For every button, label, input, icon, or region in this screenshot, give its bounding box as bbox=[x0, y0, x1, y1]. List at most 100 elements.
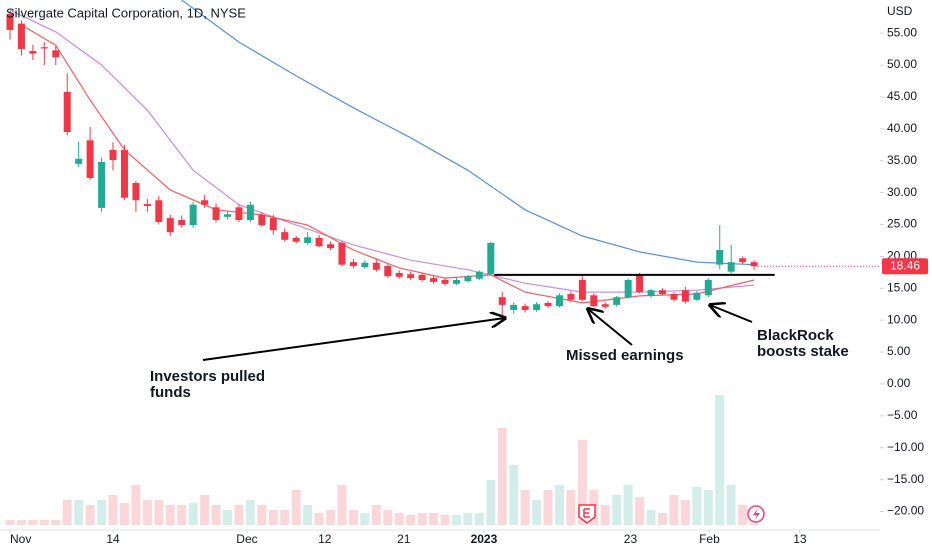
y-tick-label: 40.00 bbox=[887, 121, 917, 135]
candle-body bbox=[384, 265, 392, 277]
volume-bar bbox=[680, 500, 690, 525]
candle-body bbox=[120, 149, 128, 198]
candle-body bbox=[430, 278, 438, 282]
volume-bar bbox=[669, 495, 679, 525]
y-tick-label: 45.00 bbox=[887, 89, 917, 103]
volume-bar bbox=[222, 510, 232, 525]
volume-bar bbox=[360, 513, 370, 525]
volume-bar bbox=[119, 503, 129, 525]
volume-bar bbox=[326, 510, 336, 525]
volume-bar bbox=[177, 505, 187, 525]
last-price-box bbox=[882, 258, 928, 275]
moving-average bbox=[21, 24, 755, 304]
earnings-badge[interactable] bbox=[578, 504, 596, 524]
candle-body bbox=[155, 200, 163, 222]
candle-body bbox=[6, 14, 14, 30]
candle-body bbox=[464, 276, 472, 282]
volume-bar bbox=[74, 500, 84, 525]
candle-body bbox=[555, 295, 563, 307]
candle-body bbox=[86, 140, 94, 178]
candle-body bbox=[498, 297, 506, 305]
candle-body bbox=[281, 232, 289, 240]
x-tick-label: 14 bbox=[106, 532, 120, 546]
candle-body bbox=[670, 294, 678, 300]
candle-body bbox=[727, 262, 735, 272]
volume-bar bbox=[451, 515, 461, 525]
volume-bar bbox=[245, 500, 255, 525]
last-price-label: 18.46 bbox=[890, 258, 920, 272]
volume-bar bbox=[303, 505, 313, 525]
volume-bar bbox=[520, 490, 530, 525]
volume-bar bbox=[394, 513, 404, 525]
y-tick-label: 50.00 bbox=[887, 57, 917, 71]
volume-pane bbox=[5, 395, 759, 525]
candle-body bbox=[681, 290, 689, 302]
candle-body bbox=[17, 23, 25, 50]
moving-averages bbox=[9, 0, 755, 304]
dividend-badge[interactable] bbox=[747, 505, 765, 523]
annotation: Investors pulled bbox=[150, 368, 265, 385]
y-tick-label: −5.00 bbox=[887, 408, 918, 422]
currency-label: USD bbox=[887, 4, 913, 18]
volume-bar bbox=[463, 513, 473, 525]
volume-bar bbox=[417, 513, 427, 525]
volume-bar bbox=[188, 503, 198, 525]
arrow bbox=[710, 305, 753, 323]
volume-bar bbox=[62, 500, 72, 525]
volume-bar bbox=[97, 500, 107, 525]
volume-bar bbox=[577, 440, 587, 525]
volume-bar bbox=[257, 505, 267, 525]
volume-bar bbox=[635, 497, 645, 525]
candle-body bbox=[269, 218, 277, 231]
volume-bar bbox=[715, 395, 725, 525]
candle-body bbox=[590, 295, 598, 307]
candle-body bbox=[739, 258, 747, 263]
annotation: funds bbox=[150, 384, 191, 401]
candle-body bbox=[75, 158, 83, 164]
candle-body bbox=[578, 279, 586, 300]
y-tick-label: 30.00 bbox=[887, 185, 917, 199]
y-tick-label: 10.00 bbox=[887, 312, 917, 326]
volume-bar bbox=[85, 505, 95, 525]
candle-body bbox=[601, 304, 609, 307]
y-tick-label: −20.00 bbox=[887, 504, 924, 518]
candle-body bbox=[223, 214, 231, 217]
volume-bar bbox=[509, 465, 519, 525]
volume-bar bbox=[554, 485, 564, 525]
candle-body bbox=[63, 91, 71, 133]
candle-body bbox=[212, 207, 220, 221]
volume-bar bbox=[211, 505, 221, 525]
candle-body bbox=[109, 149, 117, 161]
volume-bar bbox=[348, 510, 358, 525]
candle-body bbox=[567, 294, 575, 300]
moving-average bbox=[9, 9, 755, 293]
arrow bbox=[202, 318, 505, 361]
candle-body bbox=[292, 237, 300, 242]
volume-bar bbox=[623, 485, 633, 525]
candle-body bbox=[395, 272, 403, 277]
candle-body bbox=[166, 218, 174, 233]
volume-bar bbox=[726, 485, 736, 525]
annotation: boosts stake bbox=[757, 343, 849, 360]
volume-bar bbox=[440, 515, 450, 525]
volume-bar bbox=[703, 490, 713, 525]
volume-bar bbox=[165, 505, 175, 525]
candle-body bbox=[98, 161, 106, 208]
x-tick-label: 2023 bbox=[471, 532, 498, 546]
candle-body bbox=[315, 237, 323, 247]
volume-bar bbox=[108, 495, 118, 525]
candle-body bbox=[52, 50, 60, 58]
candles bbox=[6, 10, 775, 316]
candle-body bbox=[510, 304, 518, 310]
volume-bar bbox=[429, 513, 439, 525]
volume-bar bbox=[497, 428, 507, 525]
volume-bar bbox=[131, 485, 141, 525]
candle-body bbox=[750, 262, 758, 267]
axes: 55.0050.0045.0040.0035.0030.0025.0020.00… bbox=[0, 25, 928, 546]
volume-bar bbox=[532, 500, 542, 525]
volume-bar bbox=[142, 500, 152, 525]
volume-bar bbox=[738, 505, 748, 525]
candle-body bbox=[246, 204, 254, 221]
candle-body bbox=[235, 207, 243, 221]
